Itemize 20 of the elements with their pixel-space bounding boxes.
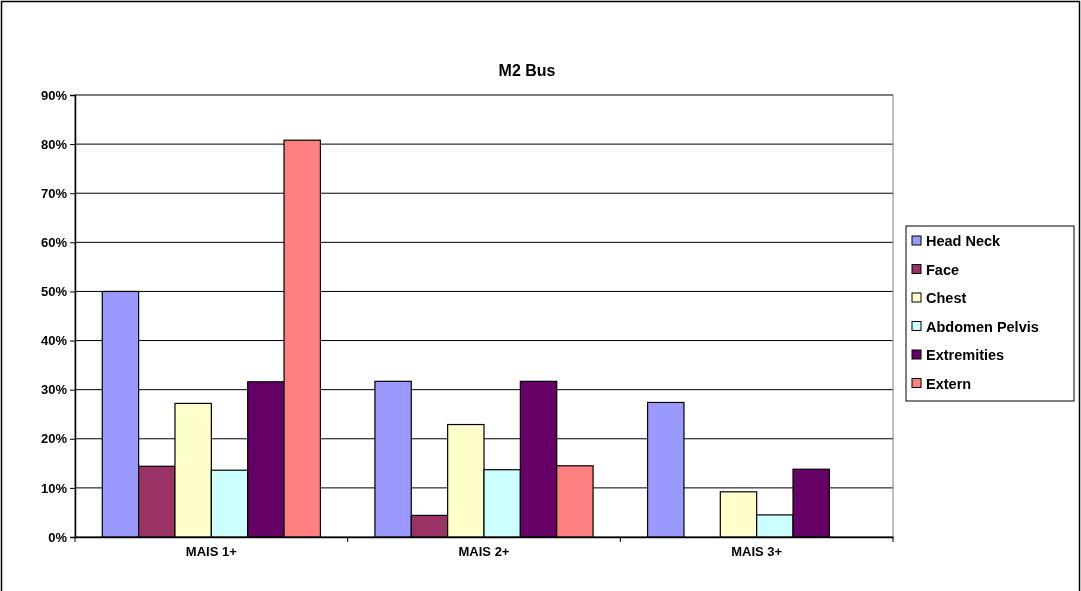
x-tick-label: MAIS 1+ <box>185 544 238 560</box>
y-tick-label: 20% <box>40 431 68 447</box>
legend-label: Face <box>926 261 960 278</box>
x-tick-label: MAIS 2+ <box>458 544 510 560</box>
legend-label: Chest <box>926 290 967 306</box>
y-tick-label: 0% <box>48 529 68 545</box>
y-tick-label: 60% <box>40 234 68 250</box>
y-tick-label: 80% <box>40 136 68 152</box>
y-tick-label: 10% <box>40 480 68 496</box>
legend-label: Extremities <box>926 347 1005 363</box>
y-tick-label: 90% <box>40 87 68 103</box>
legend-label: Head Neck <box>926 233 1002 249</box>
y-tick-label: 40% <box>40 333 68 349</box>
legend-label: Abdomen Pelvis <box>926 318 1039 335</box>
chart-title: M2 Bus <box>498 62 556 79</box>
legend-label: Extern <box>926 375 972 392</box>
x-tick-label: MAIS 3+ <box>731 544 783 560</box>
y-tick-label: 70% <box>40 185 68 201</box>
y-tick-label: 30% <box>40 382 68 398</box>
y-tick-label: 50% <box>40 284 68 300</box>
